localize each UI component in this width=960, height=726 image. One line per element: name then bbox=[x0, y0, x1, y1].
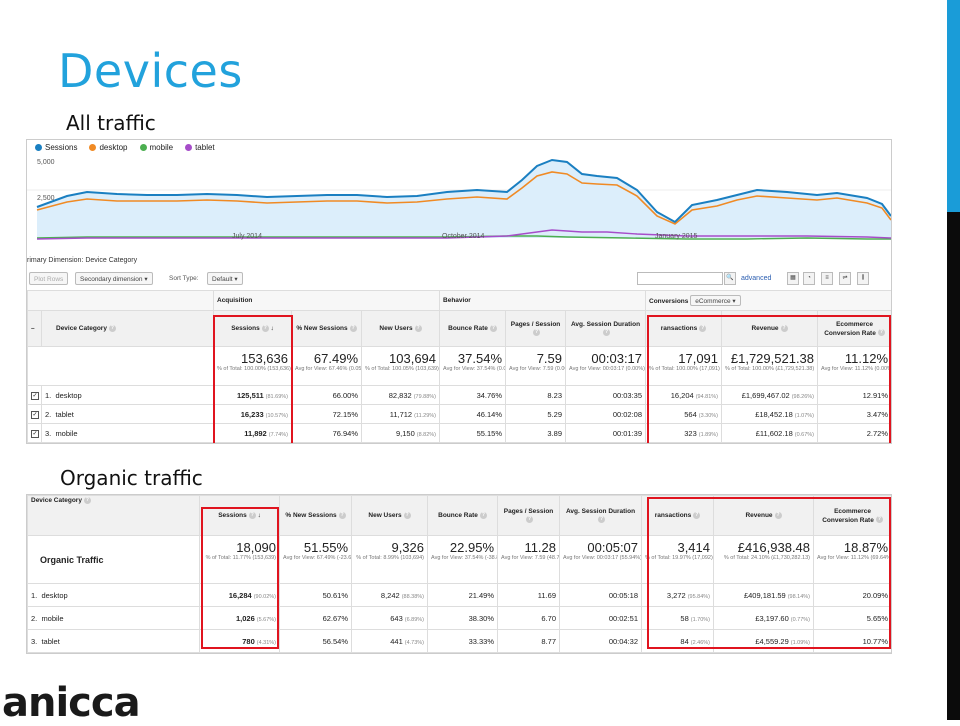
comparison-view-icon[interactable]: ⇌ bbox=[839, 272, 851, 285]
conversions-group: Conversions eCommerce ▾ bbox=[645, 290, 891, 311]
accent-bar-dark bbox=[947, 212, 960, 720]
tablet-series-line bbox=[36, 229, 891, 240]
search-icon[interactable]: 🔍 bbox=[724, 272, 736, 285]
col-pages-session[interactable]: Pages / Session? bbox=[497, 495, 561, 536]
sort-type-dropdown[interactable]: Default ▾ bbox=[207, 272, 243, 285]
primary-dimension: rimary Dimension: Device Category bbox=[27, 257, 138, 264]
table-toolbar: Plot Rows Secondary dimension ▾ Sort Typ… bbox=[27, 271, 891, 287]
organic-totals-label: Organic Traffic bbox=[27, 535, 201, 584]
sessions-highlight-box bbox=[201, 507, 279, 649]
sort-arrow-icon: ↓ bbox=[257, 512, 261, 519]
x-tick-january-2015: January 2015 bbox=[655, 233, 698, 240]
col-avg-duration[interactable]: Avg. Session Duration? bbox=[559, 495, 643, 536]
table-row[interactable]: ✓ 3. mobile 11,892 (7.74%) 76.94% 9,150 (8… bbox=[27, 423, 891, 443]
conversions-highlight-box bbox=[647, 497, 891, 649]
bar-view-icon[interactable]: ≡ bbox=[821, 272, 833, 285]
device-link[interactable]: tablet bbox=[55, 409, 74, 419]
col-new-sessions[interactable]: % New Sessions? bbox=[291, 310, 362, 347]
table-view-icon[interactable]: ▦ bbox=[787, 272, 799, 285]
sessions-area bbox=[37, 160, 891, 238]
table-row[interactable]: 1. desktop 16,284 (90.02%) 50.61% 8,242 (8… bbox=[27, 583, 891, 607]
col-bounce-rate[interactable]: Bounce Rate? bbox=[427, 495, 499, 536]
column-header-row: – Device Category? Sessions? ↓ % New Ses… bbox=[27, 310, 891, 347]
chevron-down-icon: ▾ bbox=[144, 276, 148, 283]
device-link[interactable]: mobile bbox=[41, 613, 64, 623]
behavior-group: Behavior bbox=[439, 290, 647, 311]
organic-traffic-report: Device Category? Sessions? ↓ % New Sessi… bbox=[26, 494, 892, 654]
sessions-line-chart bbox=[27, 158, 891, 240]
legend-item-mobile[interactable]: mobile bbox=[139, 143, 173, 152]
col-conversion-rate[interactable]: Ecommerce Conversion Rate? bbox=[813, 495, 891, 536]
row-checkbox[interactable]: ✓ bbox=[31, 411, 39, 419]
organic-traffic-label: Organic traffic bbox=[60, 466, 203, 490]
legend-item-sessions[interactable]: Sessions bbox=[35, 143, 77, 152]
col-new-users[interactable]: New Users? bbox=[360, 310, 441, 347]
row-checkbox[interactable]: ✓ bbox=[31, 430, 39, 438]
sessions-highlight-box bbox=[213, 315, 293, 443]
all-traffic-table: Acquisition Behavior Conversions eCommer… bbox=[27, 290, 891, 443]
device-link[interactable]: tablet bbox=[41, 636, 60, 646]
legend-item-tablet[interactable]: tablet bbox=[185, 143, 215, 152]
col-device-category[interactable]: Device Category? bbox=[27, 495, 201, 536]
table-row[interactable]: 2. mobile 1,026 (5.67%) 62.67% 643 (6.89%)… bbox=[27, 606, 891, 630]
x-tick-july-2014: July 2014 bbox=[232, 233, 262, 240]
sort-arrow-icon: ↓ bbox=[270, 325, 274, 332]
all-traffic-label: All traffic bbox=[66, 111, 156, 135]
pie-view-icon[interactable]: ◔ bbox=[803, 272, 815, 285]
device-link[interactable]: mobile bbox=[55, 428, 78, 438]
conversions-select[interactable]: eCommerce ▾ bbox=[690, 295, 741, 306]
device-link[interactable]: desktop bbox=[55, 390, 82, 400]
plot-rows-button[interactable]: Plot Rows bbox=[29, 272, 69, 285]
sessions-series-line bbox=[36, 158, 891, 224]
slide-title: Devices bbox=[58, 44, 243, 98]
col-pages-session[interactable]: Pages / Session? bbox=[505, 310, 567, 347]
row-checkbox[interactable]: ✓ bbox=[31, 392, 39, 400]
column-header-row: Device Category? Sessions? ↓ % New Sessi… bbox=[27, 495, 891, 536]
col-bounce-rate[interactable]: Bounce Rate? bbox=[439, 310, 507, 347]
secondary-dimension-dropdown[interactable]: Secondary dimension ▾ bbox=[75, 272, 153, 285]
col-new-users[interactable]: New Users? bbox=[351, 495, 429, 536]
col-avg-duration[interactable]: Avg. Session Duration? bbox=[565, 310, 647, 347]
advanced-filter-link[interactable]: advanced bbox=[741, 275, 772, 282]
x-tick-october-2014: October 2014 bbox=[442, 233, 485, 240]
pivot-view-icon[interactable]: ⫼ bbox=[857, 272, 869, 285]
acquisition-group: Acquisition bbox=[212, 290, 441, 311]
all-traffic-report: Sessions desktop mobile tablet 5,000 2,5… bbox=[26, 139, 892, 444]
chevron-down-icon: ▾ bbox=[234, 276, 238, 283]
col-revenue[interactable]: Revenue? bbox=[713, 495, 815, 536]
organic-traffic-table: Device Category? Sessions? ↓ % New Sessi… bbox=[27, 495, 891, 653]
y-tick-5000: 5,000 bbox=[37, 159, 55, 166]
totals-row: 153,636% of Total: 100.00% (153,636) 67.… bbox=[27, 346, 891, 386]
col-new-sessions[interactable]: % New Sessions? bbox=[279, 495, 353, 536]
anicca-logo: anicca bbox=[2, 680, 141, 726]
table-row[interactable]: 3. tablet 780 (4.31%) 56.54% 441 (4.73%) 3… bbox=[27, 629, 891, 653]
chart-legend: Sessions desktop mobile tablet bbox=[35, 143, 215, 152]
legend-item-desktop[interactable]: desktop bbox=[89, 143, 128, 152]
col-device-category[interactable]: Device Category? bbox=[41, 310, 214, 347]
col-transactions[interactable]: ransactions? bbox=[641, 495, 715, 536]
y-tick-2500: 2,500 bbox=[37, 195, 55, 202]
table-search-input[interactable] bbox=[637, 272, 723, 285]
accent-bar-blue bbox=[947, 0, 960, 212]
sort-type-label: Sort Type: bbox=[169, 275, 199, 282]
totals-row: Organic Traffic 18,090% of Total: 11.77%… bbox=[27, 535, 891, 584]
group-header-row: Acquisition Behavior Conversions eCommer… bbox=[27, 290, 891, 311]
conversions-highlight-box bbox=[647, 315, 891, 443]
primary-dimension-value[interactable]: Device Category bbox=[85, 257, 138, 264]
desktop-series-line bbox=[36, 171, 891, 225]
table-row[interactable]: ✓ 2. tablet 16,233 (10.57%) 72.15% 11,712… bbox=[27, 404, 891, 424]
device-link[interactable]: desktop bbox=[41, 590, 68, 600]
